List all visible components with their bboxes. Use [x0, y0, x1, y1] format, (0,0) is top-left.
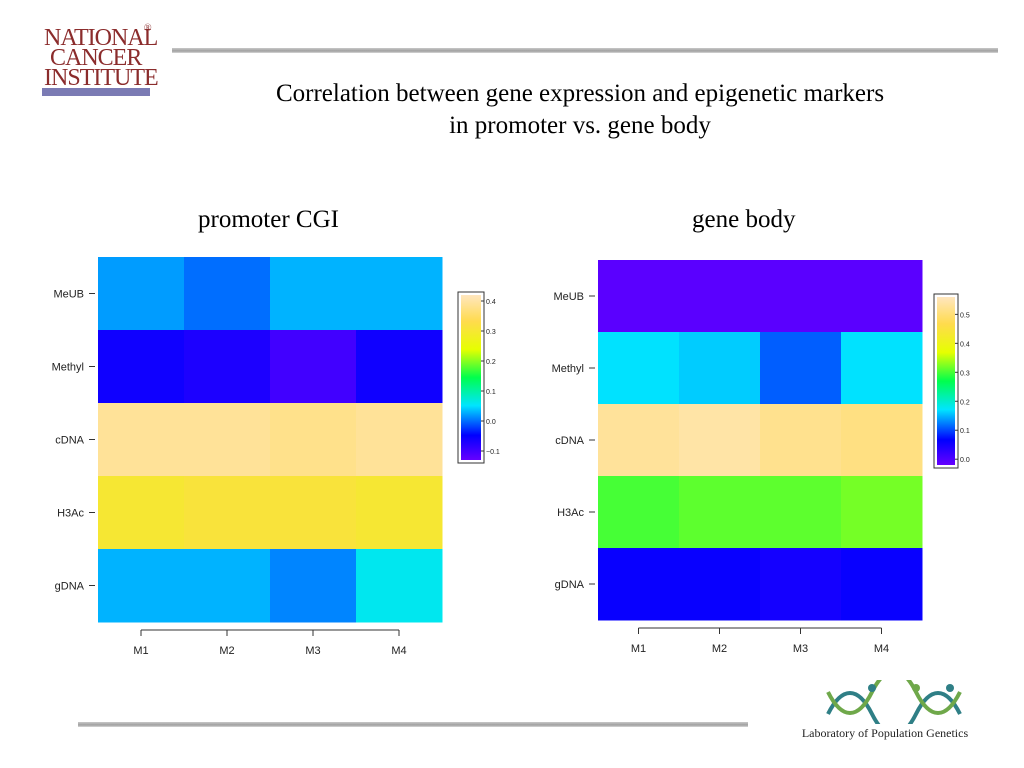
heatmap-cell	[679, 404, 761, 477]
footer-rule	[78, 722, 748, 727]
row-label: gDNA	[55, 581, 85, 593]
heatmap-cell	[184, 257, 271, 331]
heatmap-cell	[270, 257, 357, 331]
heatmap-cell	[679, 260, 761, 333]
col-label: M1	[631, 643, 646, 655]
row-label: cDNA	[555, 435, 584, 447]
colorbar-tick-label: −0.1	[486, 449, 500, 456]
slide-title-line1: Correlation between gene expression and …	[275, 80, 885, 107]
heatmap-cell	[760, 332, 842, 405]
colorbar-tick-label: 0.0	[960, 457, 970, 464]
slide-title-line2: in promoter vs. gene body	[449, 112, 711, 139]
colorbar	[461, 295, 481, 460]
heatmap-cell	[760, 548, 842, 621]
heatmap-cell	[356, 257, 443, 331]
heatmap-cell	[270, 330, 357, 404]
colorbar-frame	[457, 291, 485, 464]
colorbar-tick-label: 0.4	[486, 299, 496, 306]
dna-helix-icon	[826, 669, 962, 737]
heatmap-cell	[184, 476, 271, 550]
nci-logo-line3: INSTITUTE	[44, 65, 159, 91]
row-label: H3Ac	[57, 508, 84, 520]
colorbar-tick-label: 0.4	[960, 341, 970, 348]
heatmap-cell	[598, 332, 680, 405]
col-label: M3	[793, 643, 808, 655]
col-label: M2	[712, 643, 727, 655]
heatmap-cell	[98, 476, 185, 550]
row-label: cDNA	[55, 435, 84, 447]
nci-logo-line1: NATIONAL	[44, 25, 158, 51]
heatmap-cell	[184, 403, 271, 477]
promoter-heatmap: MeUB Methyl cDNA H3Ac gDNA M1 M2 M3 M4 −0.1 0.0 0.1…	[52, 257, 500, 657]
heatmap-cell	[356, 330, 443, 404]
colorbar-tick-label: 0.0	[486, 419, 496, 426]
col-label: M3	[305, 645, 320, 657]
heatmap-cell	[598, 260, 680, 333]
heatmap-cell	[841, 404, 923, 477]
heatmap-cell	[184, 330, 271, 404]
lpg-logo-text: Laboratory of Population Genetics	[801, 726, 969, 740]
heatmap-cell	[598, 548, 680, 621]
heatmap-cell	[98, 549, 185, 623]
row-label: MeUB	[553, 291, 584, 303]
colorbar-tick-label: 0.2	[486, 359, 496, 366]
heatmap-cell	[679, 476, 761, 549]
nci-logo-bar	[42, 88, 150, 96]
nci-logo-line2: CANCER	[50, 45, 142, 71]
col-label: M4	[391, 645, 406, 657]
heatmap-cell	[841, 548, 923, 621]
heatmap-cell	[98, 403, 185, 477]
header-rule	[172, 48, 998, 53]
heatmap-cell	[270, 476, 357, 550]
lpg-logo: Laboratory of Population Genetics	[780, 669, 990, 750]
colorbar-tick-label: 0.5	[960, 312, 970, 319]
heatmap-cell	[760, 476, 842, 549]
row-label: H3Ac	[557, 507, 584, 519]
heatmap-cell	[760, 260, 842, 333]
heatmap-cell	[598, 476, 680, 549]
heatmap-cell	[270, 403, 357, 477]
heatmap-cell	[841, 476, 923, 549]
heatmap-cell	[98, 330, 185, 404]
heatmap-cell	[598, 404, 680, 477]
right-chart-title: gene body	[692, 206, 796, 233]
colorbar-tick-label: 0.3	[960, 370, 970, 377]
heatmap-cell	[98, 257, 185, 331]
heatmap-cell	[679, 548, 761, 621]
slide-title: Correlation between gene expression and …	[180, 78, 980, 142]
left-chart-title: promoter CGI	[198, 206, 339, 233]
colorbar-tick-label: 0.1	[960, 428, 970, 435]
row-label: Methyl	[52, 362, 84, 374]
col-label: M4	[874, 643, 889, 655]
heatmap-cell	[841, 260, 923, 333]
heatmap-cell	[841, 332, 923, 405]
col-label: M1	[133, 645, 148, 657]
heatmap-cell	[356, 476, 443, 550]
colorbar-frame	[933, 293, 959, 469]
heatmap-cell	[356, 403, 443, 477]
colorbar	[937, 297, 955, 465]
heatmap-cell	[760, 404, 842, 477]
heatmap-cell	[270, 549, 357, 623]
row-label: Methyl	[552, 363, 584, 375]
colorbar-tick-label: 0.2	[960, 399, 970, 406]
heatmap-cell	[184, 549, 271, 623]
nci-logo: NATIONAL ® CANCER INSTITUTE	[40, 23, 159, 98]
colorbar-tick-label: 0.1	[486, 389, 496, 396]
row-label: MeUB	[53, 289, 84, 301]
heatmap-cell	[679, 332, 761, 405]
nci-logo-reg: ®	[144, 23, 152, 34]
heatmap-cell	[356, 549, 443, 623]
row-label: gDNA	[555, 579, 585, 591]
gene-body-heatmap: MeUB Methyl cDNA H3Ac gDNA M1 M2 M3 M4 0.0 0.1 0.2 0…	[552, 260, 970, 655]
colorbar-tick-label: 0.3	[486, 329, 496, 336]
col-label: M2	[219, 645, 234, 657]
